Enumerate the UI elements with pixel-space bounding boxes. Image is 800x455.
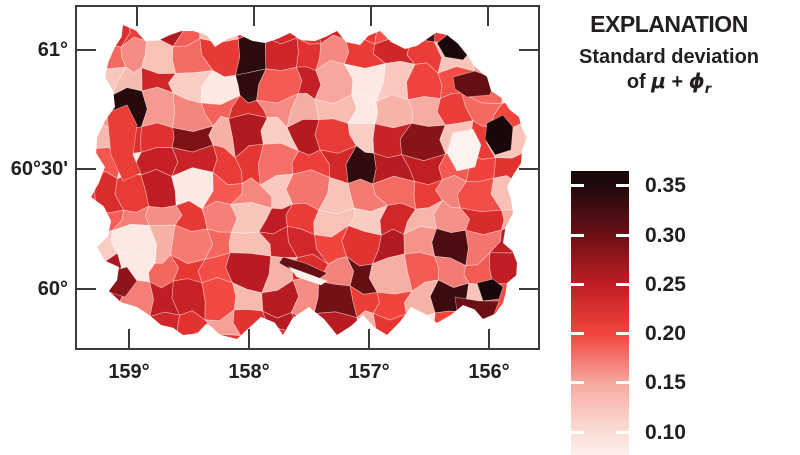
colorbar-tick-dash	[616, 283, 629, 286]
map-frame	[75, 5, 540, 350]
formula-plus: +	[666, 71, 689, 93]
subscript-r: r	[704, 82, 712, 97]
colorbar-tick-dash	[616, 184, 629, 187]
x-tick-label: 157°	[348, 361, 390, 383]
choropleth-map	[75, 5, 540, 350]
legend: EXPLANATION Standard deviation of μ + ϕr	[549, 11, 789, 102]
colorbar-tick-dash	[571, 332, 584, 335]
colorbar-tick-dash	[571, 283, 584, 286]
y-tick-label: 60°30'	[10, 158, 68, 180]
x-tick-label: 158°	[228, 361, 270, 383]
x-tick-label: 159°	[108, 361, 150, 383]
colorbar-tick-dash	[616, 431, 629, 434]
phi-symbol: ϕ	[688, 69, 705, 93]
colorbar-tick-label: 0.35	[645, 174, 686, 197]
colorbar-tick-dash	[616, 234, 629, 237]
colorbar-tick-label: 0.25	[645, 273, 686, 296]
colorbar-tick-dash	[571, 184, 584, 187]
mu-symbol: μ	[651, 69, 666, 93]
colorbar-tick-dash	[571, 431, 584, 434]
colorbar	[571, 171, 629, 455]
legend-formula: of μ + ϕr	[549, 69, 789, 102]
colorbar-tick-dash	[616, 332, 629, 335]
colorbar-tick-label: 0.20	[645, 322, 686, 345]
colorbar-tick-label: 0.10	[645, 421, 686, 444]
legend-title: EXPLANATION	[590, 11, 748, 37]
colorbar-tick-dash	[571, 234, 584, 237]
formula-prefix: of	[626, 71, 652, 93]
colorbar-tick-label: 0.30	[645, 224, 686, 247]
legend-subtitle: Standard deviation	[578, 46, 760, 68]
x-tick-label: 156°	[468, 361, 510, 383]
y-tick-label: 60°	[37, 278, 68, 300]
colorbar-tick-dash	[616, 381, 629, 384]
watershed-polygons	[91, 25, 527, 339]
colorbar-tick-label: 0.15	[645, 371, 686, 394]
y-tick-label: 61°	[37, 39, 68, 61]
colorbar-tick-dash	[571, 381, 584, 384]
